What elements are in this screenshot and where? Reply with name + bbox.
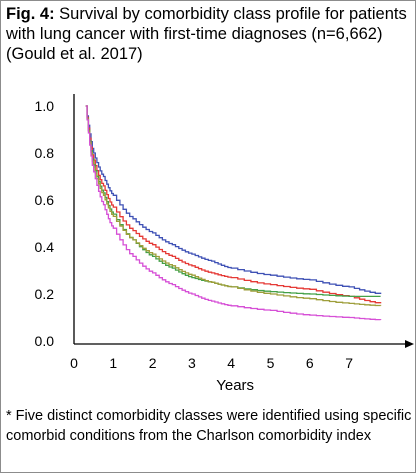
- x-tick-label: 5: [267, 355, 275, 371]
- x-tick-label: 6: [306, 355, 314, 371]
- x-tick-label: 3: [188, 355, 196, 371]
- ticks-layer: 1.0 0.8 0.6 0.4 0.2 0.0 0 1 2 3 4 5 6 7 Years: [35, 98, 354, 394]
- y-tick-label: 0.2: [35, 286, 55, 302]
- y-tick-label: 1.0: [35, 98, 55, 114]
- y-tick-label: 0.0: [35, 333, 55, 349]
- figure-title: Fig. 4: Survival by comorbidity class pr…: [6, 4, 414, 64]
- y-tick-label: 0.8: [35, 145, 55, 161]
- y-tick-label: 0.6: [35, 192, 55, 208]
- x-axis-arrow-icon: [405, 340, 414, 348]
- series-layer: [85, 105, 382, 321]
- x-tick-label: 4: [227, 355, 235, 371]
- axes-layer: [73, 94, 414, 348]
- survival-curve-1: [85, 105, 382, 294]
- survival-curve-4: [85, 105, 382, 307]
- x-tick-label: 0: [70, 355, 78, 371]
- x-tick-label: 1: [109, 355, 117, 371]
- y-tick-label: 0.4: [35, 239, 55, 255]
- x-tick-label: 2: [149, 355, 157, 371]
- figure-title-text: Survival by comorbidity class profile fo…: [6, 5, 407, 63]
- figure-footnote: * Five distinct comorbidity classes were…: [6, 408, 412, 444]
- survival-curve-5: [85, 105, 382, 321]
- x-tick-label: 7: [345, 355, 353, 371]
- x-axis-label: Years: [216, 377, 254, 394]
- survival-curve-2: [85, 105, 382, 304]
- figure-number: Fig. 4:: [6, 5, 55, 23]
